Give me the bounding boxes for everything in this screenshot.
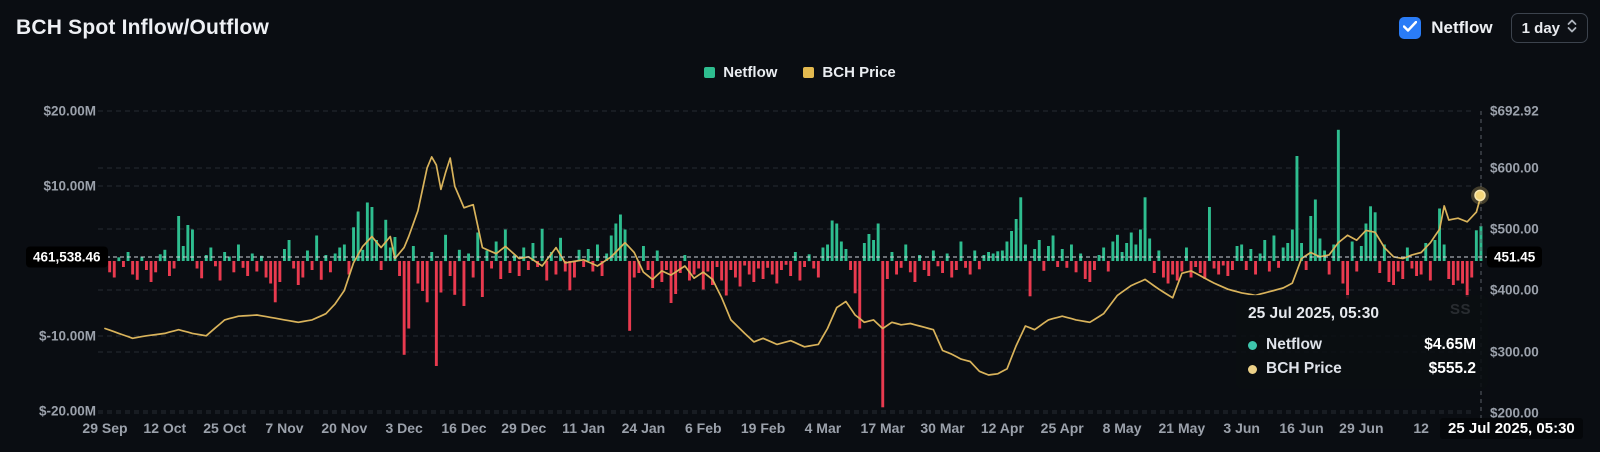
tooltip-label-netflow: Netflow (1266, 336, 1322, 353)
right-axis-tick: $692.92 (1490, 103, 1539, 119)
legend-label-netflow: Netflow (723, 64, 778, 81)
left-axis-tick: $20.00M (43, 103, 96, 119)
header-controls: Netflow 1 day (1399, 13, 1588, 43)
x-axis-tick: 8 May (1102, 420, 1142, 436)
tooltip-row-bch-price: BCH Price $555.2 (1248, 360, 1476, 378)
x-axis-tick: 30 Mar (920, 420, 965, 436)
tooltip-value-bch-price: $555.2 (1428, 360, 1476, 377)
netflow-swatch-icon (704, 67, 716, 78)
netflow-checkbox[interactable] (1399, 17, 1422, 39)
x-axis-tick: 24 Jan (621, 420, 666, 436)
legend-item-bch-price[interactable]: BCH Price (803, 64, 896, 81)
x-axis-tick: 3 Jun (1223, 420, 1260, 436)
page-title: BCH Spot Inflow/Outflow (16, 16, 270, 39)
left-axis-tick: $-20.00M (38, 403, 96, 419)
x-axis-tick: 21 May (1158, 420, 1206, 436)
interval-value: 1 day (1521, 19, 1560, 37)
x-axis-tick: 19 Feb (740, 420, 786, 436)
price-crosshair-badge: 451.45 (1487, 246, 1543, 268)
right-axis-tick: $200.00 (1490, 405, 1539, 421)
right-axis-tick: $500.00 (1490, 221, 1539, 237)
netflow-dot-icon (1248, 340, 1257, 350)
check-icon (1403, 19, 1418, 37)
x-axis-tick: 4 Mar (804, 420, 842, 436)
chart-tooltip: 25 Jul 2025, 05:30 Netflow $4.65M BCH Pr… (1236, 295, 1488, 389)
x-axis-tick: 7 Nov (265, 420, 304, 436)
right-axis-tick: $600.00 (1490, 160, 1539, 176)
tooltip-value-netflow: $4.65M (1424, 336, 1476, 353)
x-axis-tick: 12 Apr (980, 420, 1024, 436)
x-axis-tick: 11 Jan (562, 420, 606, 436)
bch-price-dot-icon (1248, 364, 1257, 374)
bch-price-swatch-icon (803, 67, 815, 78)
x-axis-tick: 16 Dec (441, 420, 487, 436)
updown-chevron-icon (1567, 19, 1577, 37)
x-axis-tick: 16 Jun (1279, 420, 1324, 436)
x-axis-tick: 6 Feb (684, 420, 722, 436)
x-axis-tick: 29 Sep (82, 420, 128, 436)
x-axis-tick: 12 (1413, 420, 1429, 436)
left-axis-tick: $-10.00M (38, 328, 96, 344)
tooltip-date: 25 Jul 2025, 05:30 (1248, 305, 1379, 322)
x-axis-tick: 12 Oct (143, 420, 187, 436)
legend-item-netflow[interactable]: Netflow (704, 64, 777, 81)
x-axis-tick: 29 Dec (501, 420, 547, 436)
x-axis-tick: 17 Mar (860, 420, 905, 436)
netflow-crosshair-badge: 461,538.46 (26, 246, 108, 268)
x-axis-tick: 25 Apr (1040, 420, 1084, 436)
x-axis-tick: 29 Jun (1339, 420, 1384, 436)
x-axis-tick: 25 Oct (203, 420, 247, 436)
date-crosshair-badge: 25 Jul 2025, 05:30 (1440, 418, 1583, 439)
interval-dropdown[interactable]: 1 day (1510, 13, 1588, 43)
left-axis-tick: $10.00M (43, 178, 96, 194)
right-axis-tick: $400.00 (1490, 282, 1539, 298)
right-axis-tick: $300.00 (1490, 344, 1539, 360)
legend-label-bch-price: BCH Price (822, 64, 896, 81)
tooltip-row-netflow: Netflow $4.65M (1248, 336, 1476, 354)
chart-legend: Netflow BCH Price (0, 64, 1600, 81)
x-axis-tick: 20 Nov (321, 420, 368, 436)
x-axis-tick: 3 Dec (385, 420, 423, 436)
netflow-checkbox-label[interactable]: Netflow (1431, 18, 1493, 37)
tooltip-label-bch-price: BCH Price (1266, 360, 1342, 377)
